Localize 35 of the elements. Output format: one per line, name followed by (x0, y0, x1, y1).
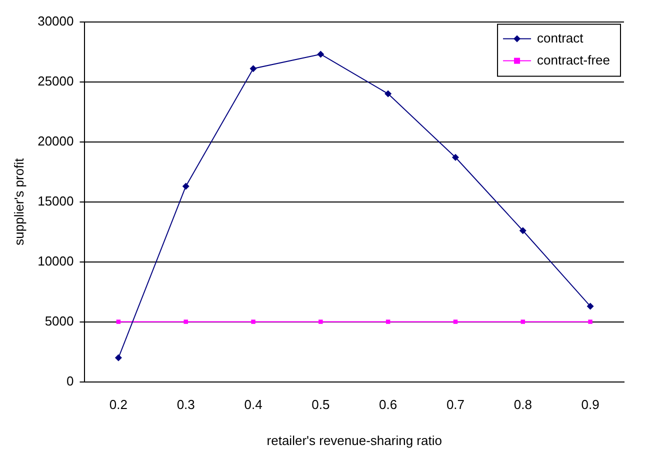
point (114, 354, 122, 362)
x-tick-label: 0.3 (176, 397, 195, 412)
x-tick-label: 0.4 (244, 397, 262, 412)
point (116, 320, 121, 324)
y-tick-label: 0 (66, 373, 74, 388)
y-tick-label: 10000 (38, 253, 74, 268)
x-axis-title: retailer's revenue-sharing ratio (266, 432, 442, 448)
x-tick-label: 0.9 (581, 397, 600, 412)
point (453, 320, 458, 324)
point (250, 65, 257, 72)
x-tick-label: 0.2 (109, 397, 128, 412)
point (384, 90, 392, 98)
point (588, 320, 592, 324)
point (182, 182, 190, 190)
point (318, 320, 323, 324)
point (386, 320, 390, 324)
y-tick-label: 15000 (38, 193, 74, 208)
point (586, 302, 594, 310)
point (317, 50, 324, 58)
point (520, 320, 526, 324)
point (251, 320, 256, 324)
y-tick-label: 5000 (44, 313, 74, 328)
x-tick-label: 0.8 (514, 397, 532, 412)
x-tick-label: 0.7 (446, 397, 465, 412)
point (519, 227, 526, 234)
legend-label: contract (537, 30, 584, 46)
y-tick-label: 20000 (38, 133, 74, 148)
point (184, 320, 188, 324)
y-axis-title: supplier's profit (11, 158, 26, 246)
x-tick-label: 0.5 (312, 397, 330, 412)
point (452, 154, 459, 161)
x-tick-label: 0.6 (379, 397, 398, 412)
y-tick-label: 25000 (38, 73, 74, 88)
legend-label: contract-free (537, 52, 610, 68)
y-tick-label: 30000 (38, 13, 74, 28)
